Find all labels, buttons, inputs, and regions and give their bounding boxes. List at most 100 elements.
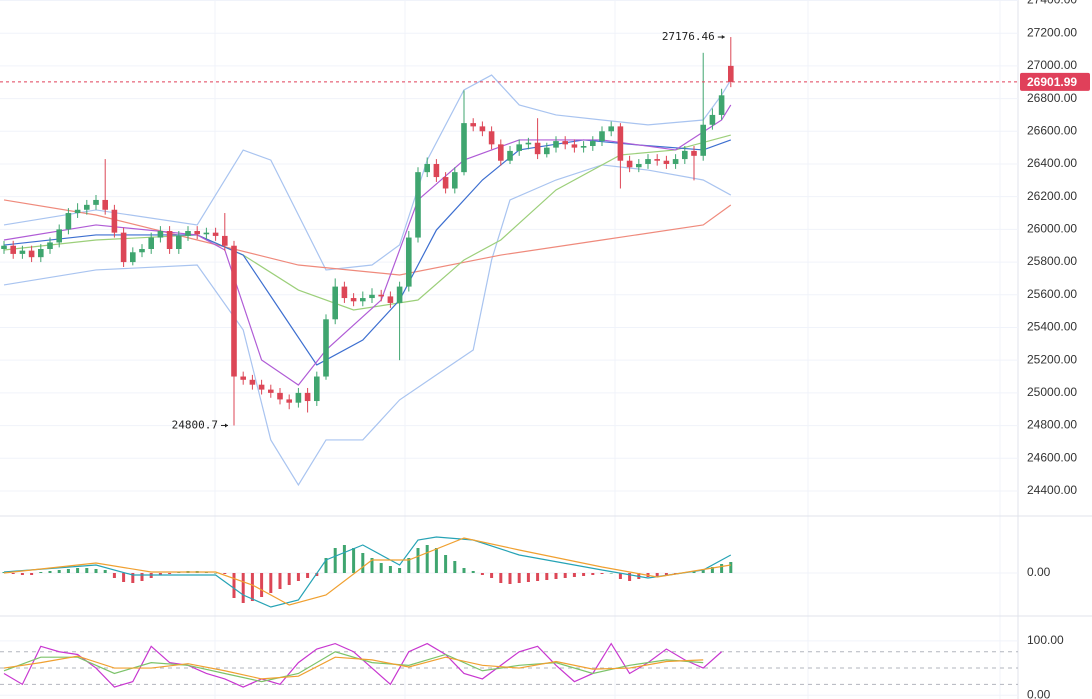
y-tick-label: 0.00 — [1027, 565, 1051, 579]
candle-body — [130, 252, 136, 263]
y-tick-label: 25400.00 — [1027, 320, 1077, 334]
candle-body — [672, 159, 679, 164]
histogram-bar — [462, 568, 466, 573]
histogram-bar — [434, 548, 438, 573]
candle-body — [728, 65, 734, 82]
candle-body — [157, 231, 164, 238]
histogram-bar — [223, 573, 227, 574]
indicator-line — [3, 536, 732, 608]
overlay-line — [3, 74, 732, 271]
candle-body — [553, 141, 559, 148]
histogram-bar — [453, 561, 457, 573]
candle-body — [341, 286, 348, 299]
histogram-bar — [140, 573, 144, 581]
histogram-bar — [398, 568, 402, 573]
candle-body — [709, 114, 716, 125]
histogram-bar — [710, 567, 714, 573]
y-tick-label: 25000.00 — [1027, 385, 1077, 399]
candle-body — [691, 150, 697, 156]
candle-body — [442, 177, 449, 189]
candle-body — [378, 294, 384, 297]
candle-body — [222, 235, 228, 246]
candle-body — [562, 141, 568, 145]
y-tick-label: 25600.00 — [1027, 287, 1077, 301]
max-annotation: 27176.46 — [662, 30, 715, 43]
candle-body — [65, 213, 72, 230]
y-tick-label: 24400.00 — [1027, 483, 1077, 497]
candle-body — [84, 204, 90, 210]
candle-body — [38, 248, 44, 258]
histogram-bar — [471, 571, 475, 573]
histogram-bar — [582, 573, 586, 576]
candle-body — [461, 123, 467, 173]
candle-body — [599, 131, 605, 142]
histogram-bar — [370, 558, 374, 573]
histogram-bar — [57, 570, 61, 573]
candle-body — [203, 232, 210, 235]
histogram-bar — [407, 558, 411, 573]
histogram-bar — [664, 573, 668, 575]
histogram-bar — [361, 553, 365, 573]
histogram-bar — [600, 573, 604, 574]
candle-body — [323, 319, 329, 377]
candle-body — [314, 376, 320, 402]
histogram-bar — [85, 568, 89, 573]
y-tick-label: 27000.00 — [1027, 58, 1077, 72]
histogram-bar — [168, 573, 172, 574]
histogram-bar — [11, 573, 15, 574]
histogram-bar — [425, 545, 429, 573]
oscillator-line — [3, 642, 722, 688]
histogram-bar — [30, 573, 34, 575]
y-tick-label: 25200.00 — [1027, 352, 1077, 366]
histogram-bar — [66, 569, 70, 573]
histogram-bar — [103, 570, 107, 573]
candle-body — [617, 126, 624, 161]
candle-body — [525, 142, 532, 145]
candle-body — [682, 150, 688, 160]
histogram-bar — [490, 573, 494, 578]
y-tick-label: 27400.00 — [1027, 0, 1077, 7]
histogram-bar — [306, 573, 310, 578]
candle-body — [102, 199, 108, 210]
candle-body — [470, 123, 476, 127]
candle-body — [415, 172, 421, 238]
candle-body — [654, 159, 660, 161]
candle-body — [718, 95, 725, 115]
candle-body — [277, 392, 283, 400]
histogram-bar — [260, 573, 264, 597]
candle-body — [516, 144, 522, 151]
time-grid — [214, 0, 1001, 699]
annotation-arrowhead — [225, 423, 228, 428]
candle-body — [544, 147, 550, 155]
histogram-bar — [416, 548, 420, 573]
y-tick-label: 24600.00 — [1027, 450, 1077, 464]
candle-body — [498, 144, 504, 161]
histogram-bar — [609, 573, 613, 574]
candle-body — [452, 172, 458, 189]
histogram-bar — [94, 569, 98, 573]
candle-body — [249, 379, 256, 385]
last-price-badge — [1020, 72, 1090, 91]
histogram-bar — [526, 573, 530, 582]
candle-body — [231, 245, 237, 377]
histogram-bar — [20, 573, 24, 575]
histogram-bar — [278, 573, 282, 589]
histogram-bar — [158, 573, 162, 575]
oscillator-line — [3, 651, 704, 683]
last-price-label: 26901.99 — [1027, 75, 1077, 89]
candle-body — [111, 209, 118, 233]
candle-body — [28, 250, 35, 258]
histogram-bar — [269, 573, 273, 593]
histogram-bar — [122, 573, 126, 582]
candle-body — [166, 231, 173, 249]
histogram-bar — [250, 573, 254, 601]
candle-body — [507, 150, 513, 161]
candle-body — [19, 250, 26, 254]
histogram-bar — [591, 573, 595, 575]
histogram-bar — [628, 573, 632, 581]
histogram-bar — [296, 573, 300, 581]
y-tick-label: 0.00 — [1027, 687, 1051, 699]
candle-body — [148, 237, 154, 249]
candle-body — [240, 376, 246, 380]
